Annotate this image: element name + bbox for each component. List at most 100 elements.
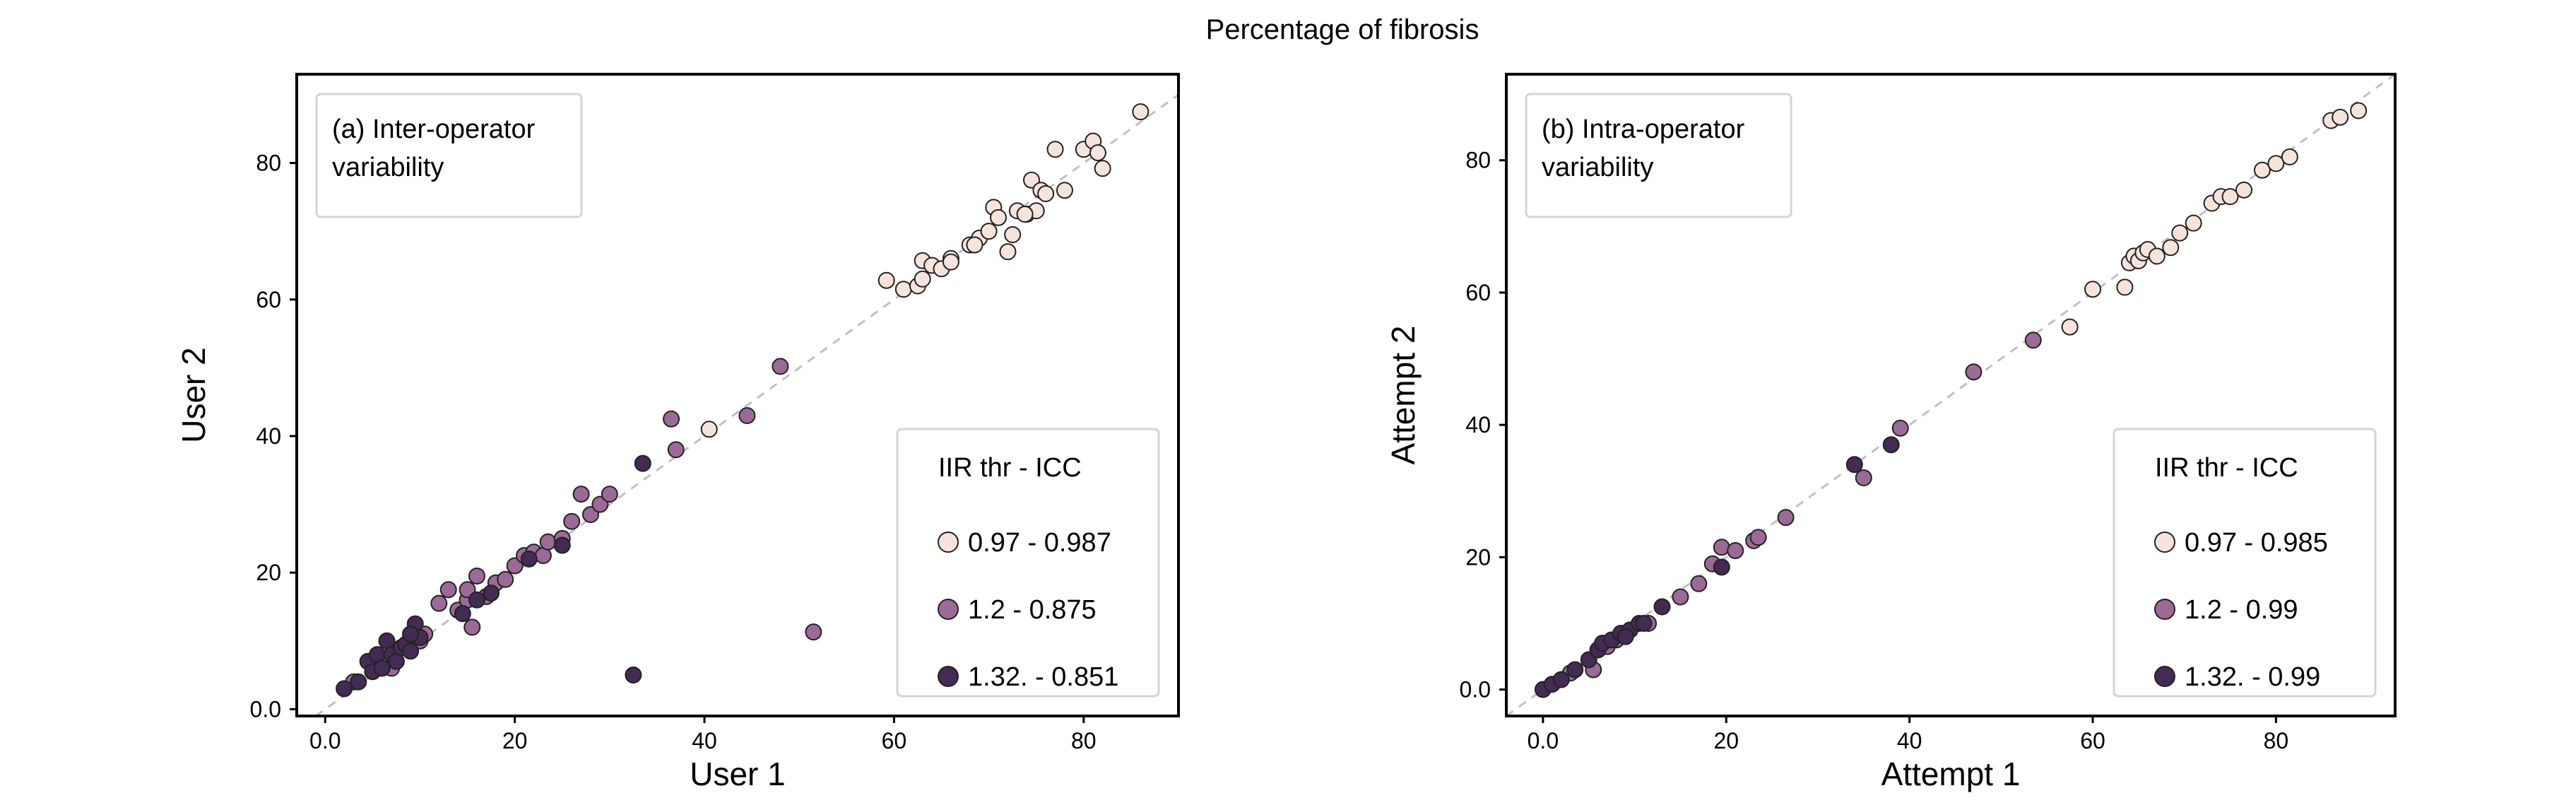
plot-frame: [295, 73, 1180, 717]
data-point: [497, 570, 514, 588]
data-point: [430, 594, 448, 612]
data-point: [2148, 247, 2166, 265]
data-point: [1855, 469, 1872, 487]
data-point: [805, 623, 822, 641]
data-point: [914, 270, 931, 288]
y-axis-label: Attempt 2: [1385, 326, 1422, 465]
x-tick-label: 40: [1897, 728, 1922, 753]
data-point: [634, 454, 651, 472]
data-point: [539, 533, 557, 551]
data-point: [1713, 539, 1730, 556]
figure-title: Percentage of fibrosis: [1206, 14, 1479, 45]
data-point: [483, 585, 500, 602]
data-point: [2332, 108, 2349, 126]
y-tick-label: 80: [1465, 148, 1491, 173]
data-point: [402, 626, 420, 643]
data-point: [1635, 614, 1653, 632]
legend-marker: [938, 666, 959, 687]
data-point: [980, 223, 998, 240]
data-point: [1037, 185, 1055, 203]
annotation-box: [315, 93, 583, 218]
y-tick-label: 40: [256, 423, 281, 449]
legend-title: IIR thr - ICC: [938, 453, 1082, 483]
data-point: [563, 512, 581, 530]
data-point: [2185, 214, 2202, 232]
data-point: [1882, 436, 1900, 454]
data-point: [553, 536, 571, 554]
data-point: [966, 236, 983, 254]
legend-marker: [2154, 532, 2175, 553]
data-point: [738, 406, 756, 424]
data-point: [2171, 224, 2189, 242]
annotation-line: (b) Intra-operator: [1542, 115, 1745, 144]
data-point: [700, 421, 718, 438]
data-point: [468, 567, 485, 585]
plot-frame: [1505, 73, 2397, 717]
legend-marker: [938, 599, 959, 620]
legend-label: 0.97 - 0.985: [2185, 528, 2328, 558]
data-point: [2116, 278, 2134, 296]
legend-label: 0.97 - 0.987: [968, 528, 1111, 558]
legend-box: [2113, 428, 2377, 698]
data-point: [2281, 148, 2298, 166]
x-tick-label: 80: [2264, 728, 2289, 753]
data-point: [2221, 188, 2239, 206]
data-point: [463, 618, 481, 636]
data-point: [772, 358, 789, 375]
data-point: [1004, 226, 1022, 243]
data-point: [1727, 541, 1744, 559]
data-point: [663, 410, 680, 428]
legend-title: IIR thr - ICC: [2155, 453, 2298, 483]
data-point: [1749, 529, 1767, 546]
data-point: [2235, 181, 2253, 199]
data-point: [1845, 456, 1863, 474]
data-point: [1777, 509, 1795, 527]
data-point: [572, 486, 590, 503]
data-point: [2024, 331, 2042, 349]
legend-label: 1.32. - 0.851: [968, 662, 1118, 692]
legend-label: 1.2 - 0.99: [2185, 595, 2298, 625]
data-point: [520, 550, 538, 568]
data-point: [2061, 318, 2079, 336]
annotation-line: variability: [332, 153, 444, 182]
data-point: [336, 680, 353, 698]
data-point: [1891, 419, 1909, 437]
identity-line: [1506, 73, 2396, 717]
x-axis-label: User 1: [690, 756, 785, 792]
data-point: [601, 486, 618, 503]
x-tick-label: 0.0: [1528, 728, 1559, 753]
data-point: [2162, 239, 2180, 257]
legend: IIR thr - ICC 0.97 - 0.985 1.2 - 0.99 1.32.…: [2113, 428, 2377, 698]
x-tick-label: 0.0: [309, 728, 341, 753]
data-point: [894, 281, 912, 298]
y-tick-label: 20: [256, 560, 281, 585]
annotation-line: (a) Inter-operator: [332, 115, 536, 144]
legend-label: 1.2 - 0.875: [968, 595, 1097, 625]
data-point: [468, 591, 485, 609]
x-tick-label: 40: [692, 728, 717, 753]
data-point: [1094, 160, 1111, 177]
y-tick-label: 0.0: [1460, 677, 1491, 703]
data-point: [2253, 161, 2271, 179]
x-tick-label: 20: [502, 728, 528, 753]
y-axis-label: User 2: [175, 347, 212, 442]
data-point: [1713, 558, 1730, 576]
panel-b-intra-operator: 0.0 20 40 60 80 0.0 20 40 60 80 Attempt 1 Attempt 2…: [1385, 73, 2397, 792]
data-point: [402, 642, 420, 660]
data-point: [942, 253, 959, 271]
x-axis-label: Attempt 1: [1881, 756, 2021, 792]
data-point: [1056, 182, 1073, 199]
data-point: [878, 271, 895, 289]
x-tick-label: 60: [882, 728, 907, 753]
annotation-line: variability: [1542, 153, 1653, 182]
data-point: [1965, 363, 1983, 381]
data-point: [1132, 103, 1150, 121]
legend-label: 1.32. - 0.99: [2185, 662, 2320, 692]
panel-annotation: (b) Intra-operator variability: [1525, 93, 1792, 218]
legend-marker: [938, 532, 959, 553]
data-point: [2084, 281, 2102, 298]
data-point: [350, 673, 367, 691]
data-point: [667, 441, 685, 459]
data-point: [1617, 628, 1634, 645]
y-tick-label: 80: [256, 151, 281, 176]
